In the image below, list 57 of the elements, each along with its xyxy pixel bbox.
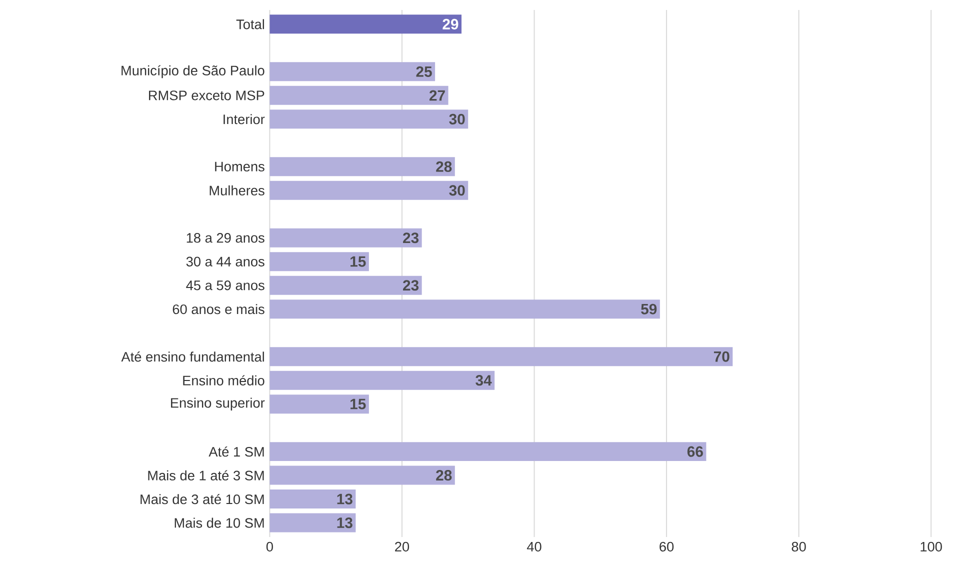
y-tick-label: Ensino médio — [183, 375, 264, 386]
y-tick-label: 30 a 44 anos — [186, 256, 264, 266]
x-tick-label: 80 — [792, 542, 806, 552]
y-tick-label: Homens — [215, 162, 264, 172]
data-label: 15 — [350, 256, 366, 267]
data-label: 30 — [449, 184, 465, 196]
data-label: 25 — [416, 66, 432, 77]
data-label: 27 — [429, 90, 445, 100]
y-tick-label: Total — [236, 19, 264, 30]
x-tick-label: 100 — [920, 542, 942, 552]
data-label: 23 — [403, 280, 419, 291]
data-label: 23 — [403, 232, 419, 244]
bar — [270, 442, 706, 461]
y-tick-label: Mulheres — [210, 185, 264, 196]
data-label: 59 — [641, 304, 657, 314]
data-label: 29 — [442, 18, 458, 30]
y-tick-label: Até ensino fundamental — [121, 351, 264, 362]
y-tick-label: Ensino superior — [171, 398, 265, 410]
bar — [270, 370, 495, 390]
y-tick-label: RMSP exceto MSP — [149, 90, 264, 100]
x-tick-label: 20 — [395, 542, 410, 552]
x-tick-label: 0 — [266, 542, 273, 552]
data-label: 28 — [436, 161, 452, 172]
bar — [270, 276, 422, 295]
y-tick-label: Mais de 10 SM — [174, 518, 264, 528]
y-tick-label: Mais de 1 até 3 SM — [148, 470, 264, 480]
bar — [270, 346, 733, 366]
x-tick-label: 40 — [526, 542, 542, 552]
bar — [270, 394, 369, 414]
data-label: 30 — [449, 114, 465, 124]
y-tick-label: 60 anos e mais — [172, 304, 264, 314]
x-tick-label: 60 — [660, 542, 674, 552]
bar — [270, 513, 356, 532]
bar — [270, 62, 436, 82]
bar — [270, 14, 462, 34]
bar — [270, 86, 448, 105]
bar — [270, 252, 369, 271]
bar — [270, 466, 455, 485]
bar — [270, 180, 468, 200]
data-label: 34 — [476, 374, 492, 386]
y-tick-label: Até 1 SM — [208, 446, 264, 457]
y-tick-label: 18 a 29 anos — [186, 232, 264, 243]
y-tick-label: Município de São Paulo — [122, 65, 264, 78]
y-tick-label: 45 a 59 anos — [186, 280, 264, 290]
data-label: 15 — [350, 398, 366, 410]
bar — [270, 110, 468, 128]
bar — [270, 299, 660, 318]
data-label: 28 — [436, 470, 452, 480]
bar — [270, 156, 455, 176]
y-tick-label: Interior — [224, 114, 265, 124]
data-label: 13 — [337, 517, 352, 528]
y-tick-label: Mais de 3 até 10 SM — [140, 494, 264, 504]
data-label: 70 — [714, 351, 730, 362]
bar — [270, 489, 356, 508]
data-label: 66 — [687, 446, 703, 457]
bar — [270, 228, 422, 248]
data-label: 13 — [337, 494, 352, 504]
